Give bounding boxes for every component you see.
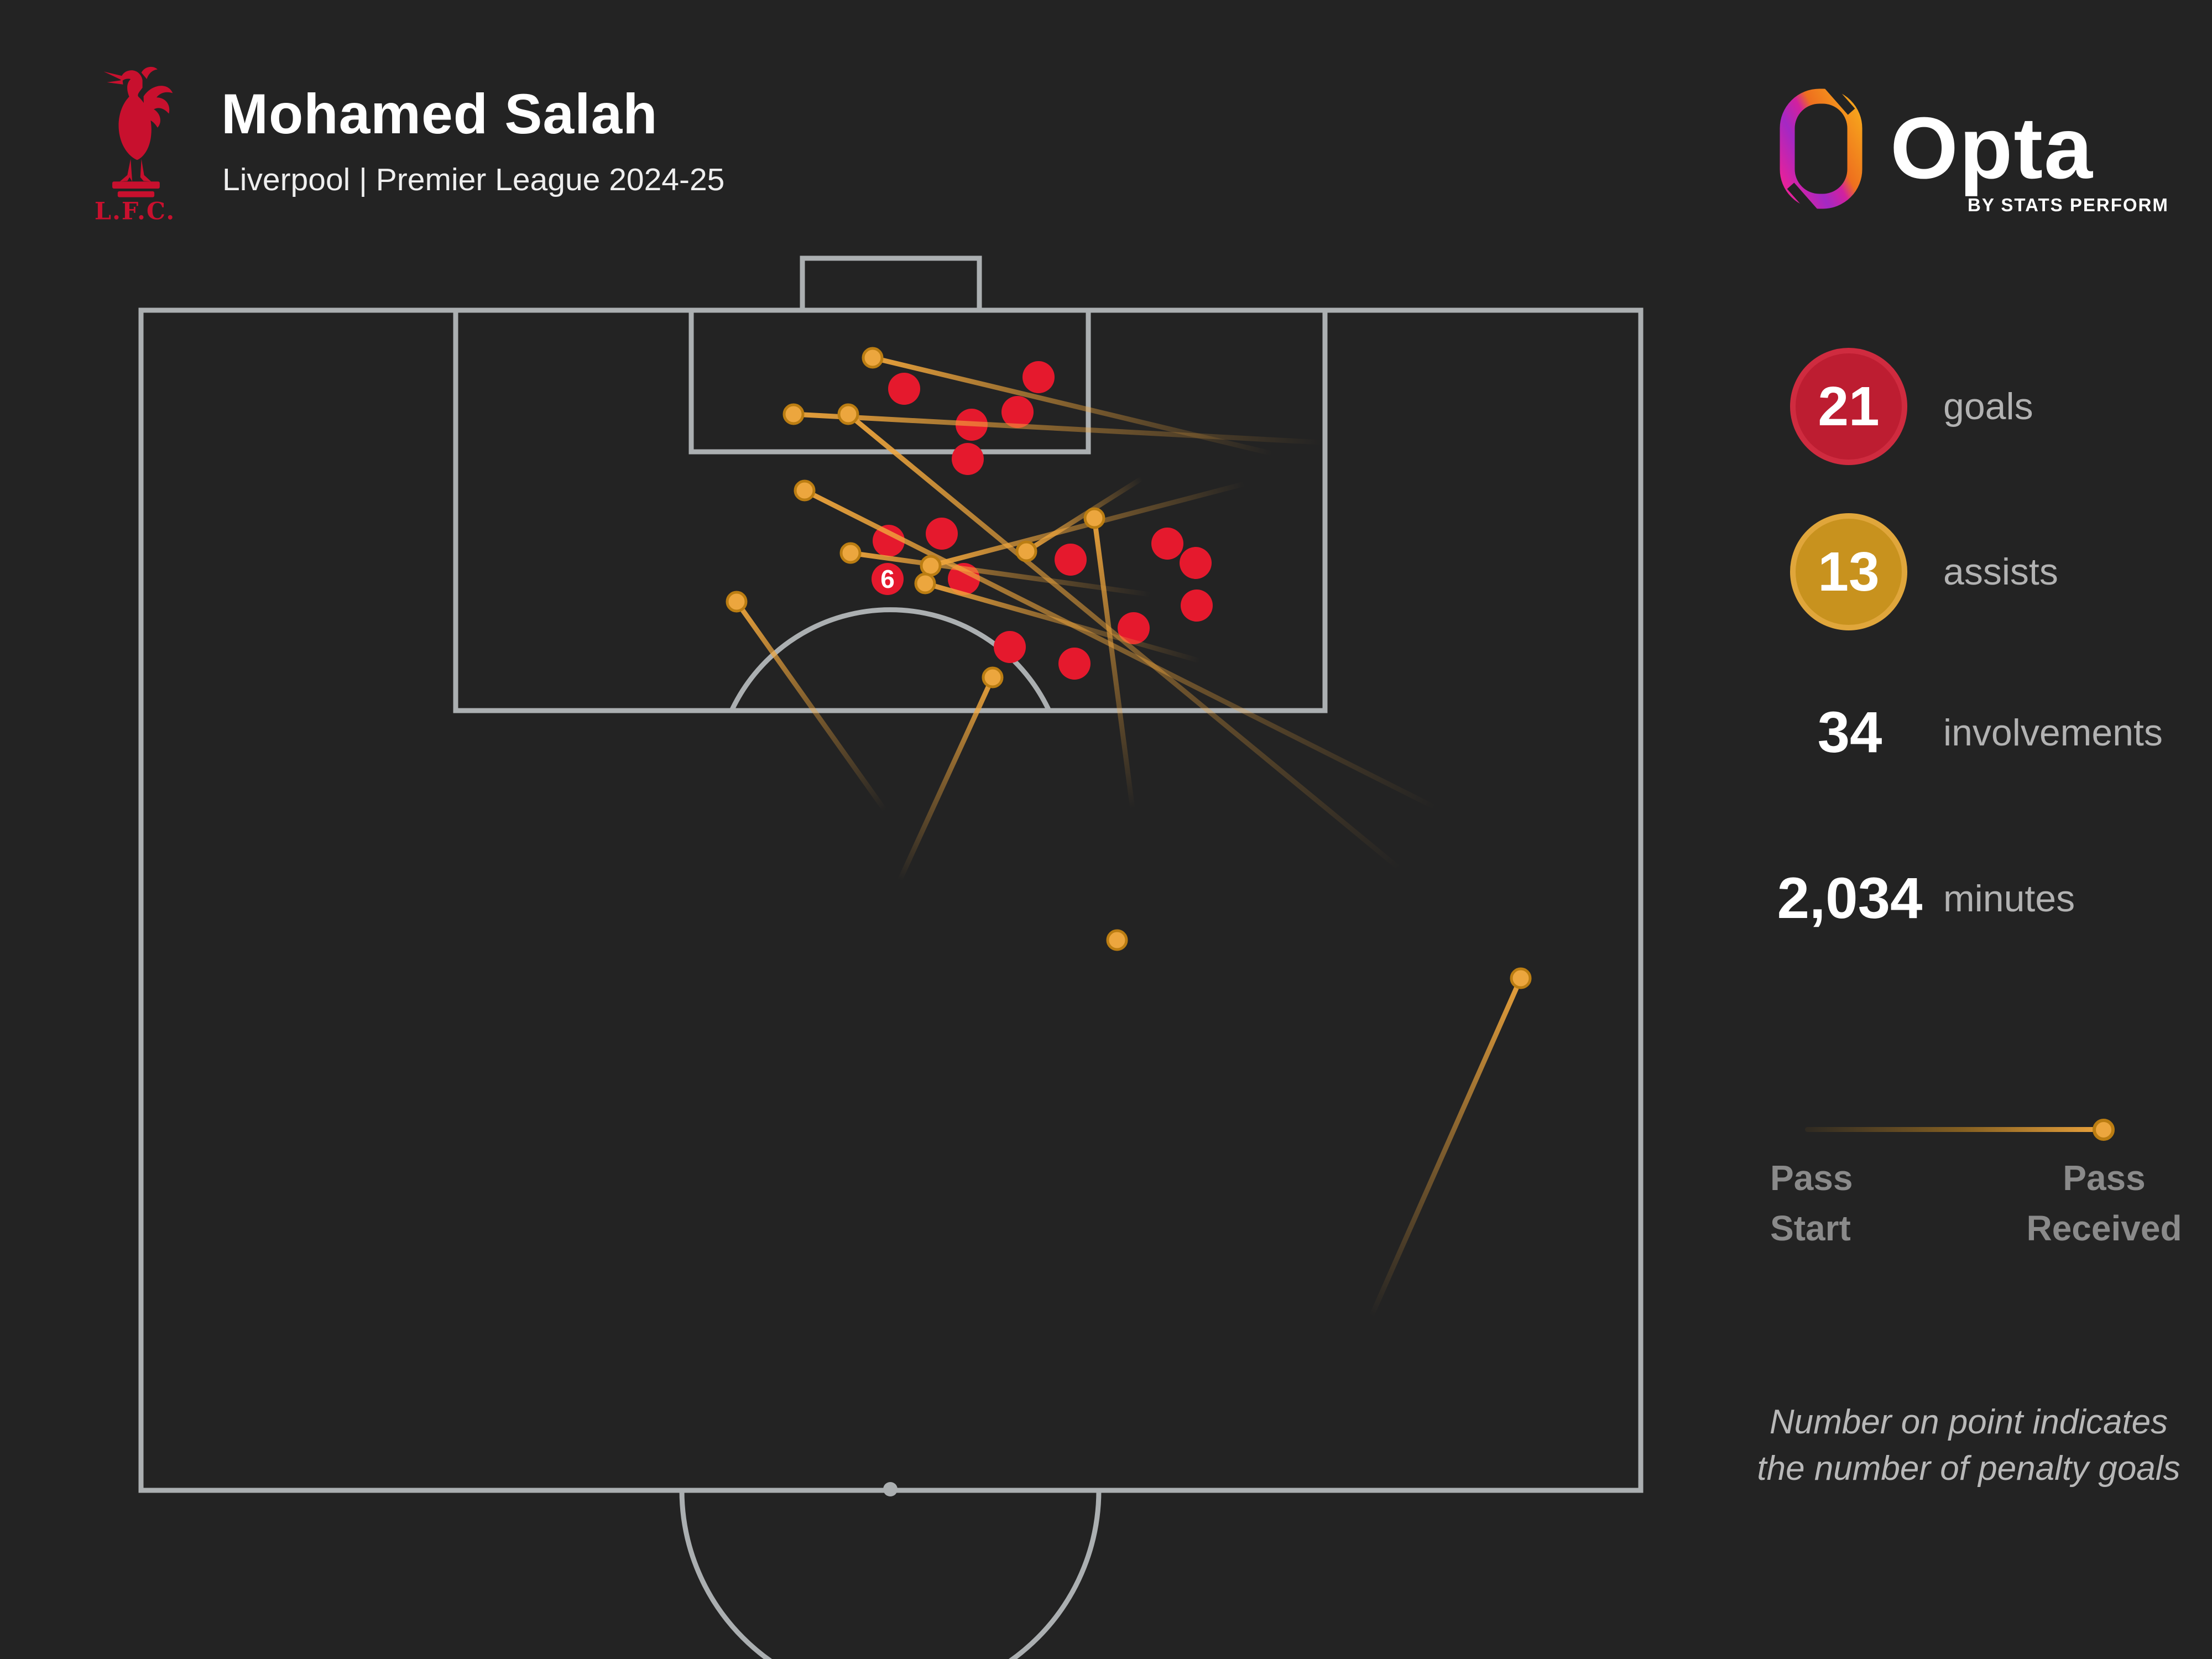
assist-dot: [862, 347, 884, 369]
stat-row-minutes: 2,034 minutes: [1772, 840, 2209, 962]
pitch-outline: [138, 307, 1644, 1493]
goal-dot: [1181, 589, 1213, 622]
opta-wordmark: Opta: [1890, 100, 2094, 197]
goal-dots-layer: [872, 361, 1213, 680]
stat-row-goals: 21 goals: [1772, 348, 2209, 469]
stat-row-assists: 13 assists: [1772, 513, 2209, 635]
goal-dot: [952, 443, 984, 475]
legend-pass-received-label: Pass Received: [2002, 1153, 2206, 1254]
assist-dot: [914, 572, 936, 594]
penalty-note-line2: the number of penalty goals: [1757, 1449, 2180, 1488]
minutes-value: 2,034: [1777, 866, 1923, 931]
assist-dots-layer: [726, 347, 1532, 989]
legend-pass-received-dot: [2093, 1119, 2115, 1141]
goal-dot: [872, 563, 904, 595]
liver-bird-icon: [103, 66, 173, 197]
opta-logo-icon: [1780, 88, 1863, 209]
legend-start-word1: Pass: [1770, 1158, 1853, 1198]
assist-dot: [1083, 507, 1105, 529]
goal-dot: [1022, 361, 1055, 393]
minutes-label: minutes: [1943, 878, 2075, 920]
assist-dot: [837, 403, 859, 425]
assist-pass-line: [897, 675, 995, 883]
legend-pass-line: [1805, 1127, 2095, 1132]
opta-brand: Opta BY STATS PERFORM: [1780, 88, 2178, 232]
assist-dot: [1015, 540, 1037, 562]
goal-dot: [1058, 648, 1091, 680]
assist-pass-line: [848, 550, 1153, 597]
centre-circle: [679, 1490, 1102, 1659]
assist-dot: [982, 666, 1004, 688]
goal-dot: [926, 518, 958, 550]
crest-text: L.F.C.: [95, 198, 175, 226]
centre-spot: [883, 1482, 898, 1496]
page-subtitle: Liverpool | Premier League 2024-25: [222, 162, 725, 197]
penalty-count-label: 6: [880, 565, 895, 593]
assist-pass-line: [802, 488, 1438, 810]
goal-frame: [800, 255, 982, 313]
assists-label: assists: [1943, 551, 2058, 593]
legend-received-word1: Pass: [2063, 1158, 2146, 1198]
assist-dot: [726, 591, 748, 613]
assist-dot: [782, 403, 805, 425]
opta-byline: BY STATS PERFORM: [1968, 195, 2169, 215]
liverpool-crest: L.F.C.: [95, 66, 175, 226]
goal-dot: [888, 373, 920, 405]
assist-pass-line: [922, 581, 1203, 664]
penalty-area: [453, 307, 1328, 713]
assist-pass-line: [1092, 515, 1135, 811]
assist-dot: [1106, 929, 1128, 951]
page-title: Mohamed Salah: [221, 82, 658, 145]
involvements-value: 34: [1817, 700, 1882, 765]
goals-label: goals: [1943, 385, 2033, 427]
involvements-label: involvements: [1943, 712, 2163, 754]
goal-dot: [994, 631, 1026, 663]
goal-dot: [873, 525, 905, 557]
assist-pass-line: [1369, 975, 1524, 1319]
penalty-note-line1: Number on point indicates: [1769, 1403, 2168, 1441]
goal-dot: [1001, 396, 1034, 428]
legend-start-word2: Start: [1770, 1208, 1851, 1248]
goal-dot: [1151, 528, 1183, 560]
assist-pass-line: [791, 411, 1324, 445]
goal-dot: [1180, 547, 1212, 579]
pitch-lines: [138, 255, 1644, 1659]
assist-pass-line: [870, 355, 1275, 456]
assist-dot: [1510, 967, 1532, 989]
assist-dot: [920, 555, 942, 577]
stat-row-involvements: 34 involvements: [1772, 674, 2209, 796]
goals-badge: 21: [1790, 348, 1907, 465]
assists-badge: 13: [1790, 513, 1907, 630]
assist-dot: [839, 542, 862, 564]
assist-lines-layer: [734, 355, 1524, 1319]
penalty-labels-layer: 6: [880, 565, 895, 593]
penalty-note: Number on point indicates the number of …: [1731, 1399, 2206, 1492]
six-yard-box: [688, 307, 1091, 455]
goal-dot: [1055, 544, 1087, 576]
goal-dot: [1118, 612, 1150, 644]
assist-pass-line: [734, 599, 888, 813]
legend-received-word2: Received: [2026, 1208, 2182, 1248]
assist-dot: [794, 479, 816, 502]
legend-pass-start-label: Pass Start: [1770, 1153, 1853, 1254]
